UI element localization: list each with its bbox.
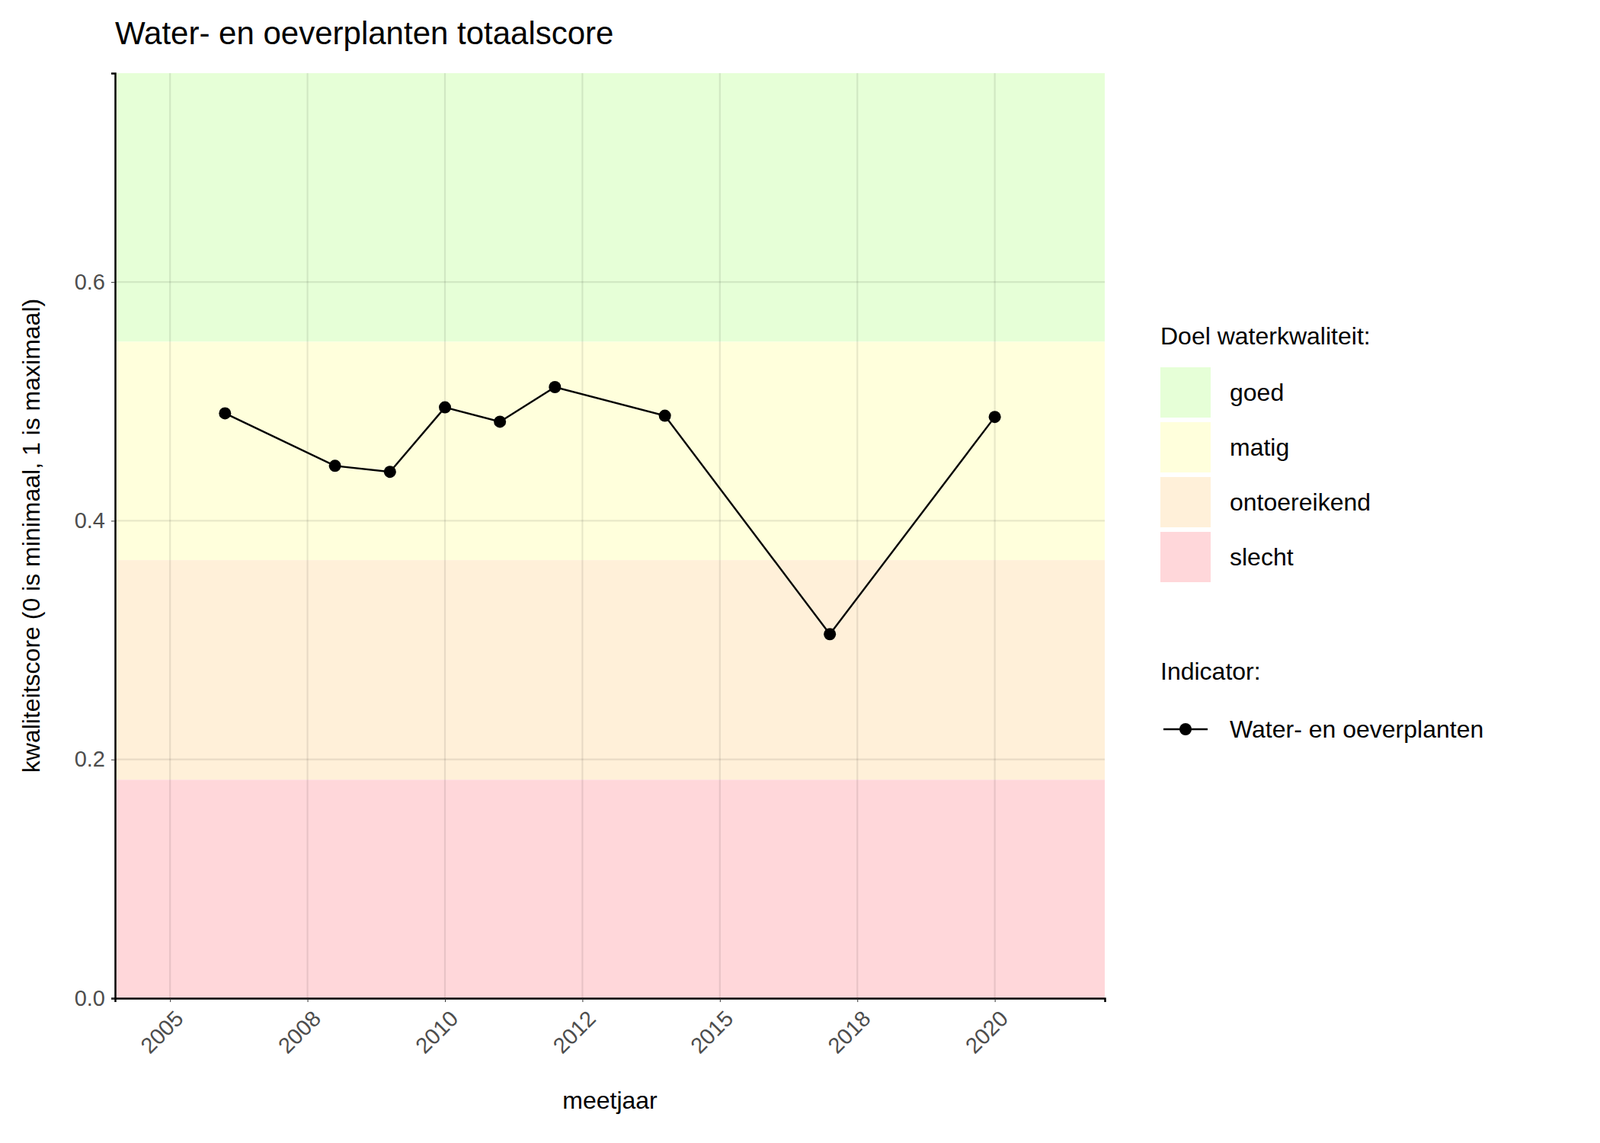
legend-title: Doel waterkwaliteit: xyxy=(1160,322,1371,350)
y-axis-title: kwaliteitscore (0 is minimaal, 1 is maxi… xyxy=(17,298,45,773)
tick: 2020 xyxy=(960,998,1013,1059)
legend-key xyxy=(1160,531,1211,583)
tick: 0.6 xyxy=(74,269,116,295)
grid-line xyxy=(994,73,996,999)
legend-key xyxy=(1160,476,1211,528)
legend-key xyxy=(1160,422,1211,473)
legend-label: ontoereikend xyxy=(1229,488,1371,516)
tick: 2005 xyxy=(135,998,188,1059)
tick-mark xyxy=(857,998,858,1002)
tick: 0.2 xyxy=(74,746,116,772)
legend: Doel waterkwaliteit: goed matig ontoereiken… xyxy=(1160,322,1484,743)
grid xyxy=(115,73,1105,999)
tick-label: 2020 xyxy=(960,1005,1013,1058)
chart: 0.0 0.2 0.4 0.6 2005 2008 2010 2012 2015 2018 2020… xyxy=(0,0,1600,1143)
tick: 0.4 xyxy=(74,508,116,533)
bands xyxy=(115,73,1105,999)
x-axis: 2005 2008 2010 2012 2015 2018 2020 xyxy=(115,998,1106,1059)
data xyxy=(218,380,1001,640)
grid-line xyxy=(719,73,721,999)
legend-label: slecht xyxy=(1229,543,1294,571)
tick-mark xyxy=(169,998,171,1002)
legend-label: goed xyxy=(1229,378,1284,407)
tick-label: 2005 xyxy=(135,1005,188,1058)
title: Water- en oeverplanten totaalscore xyxy=(115,15,614,52)
tick: 2008 xyxy=(273,998,326,1059)
tick-label: 0.2 xyxy=(74,746,106,772)
grid-line xyxy=(306,73,308,999)
point xyxy=(218,406,231,420)
tick-label: 2012 xyxy=(548,1005,601,1058)
axis-line xyxy=(115,998,1106,1003)
grid-line xyxy=(115,281,1105,283)
grid-line xyxy=(856,73,858,999)
x-axis-title: meetjaar xyxy=(562,1086,658,1114)
legend-label: matig xyxy=(1229,433,1290,461)
tick-label: 0.0 xyxy=(74,985,106,1011)
tick-mark xyxy=(307,998,309,1002)
point xyxy=(438,401,452,414)
tick-mark xyxy=(111,759,116,761)
tick-mark xyxy=(444,998,446,1002)
legend-key xyxy=(1179,723,1192,736)
tick-label: 2015 xyxy=(685,1005,738,1058)
tick-mark xyxy=(111,281,116,283)
tick: 0.0 xyxy=(74,985,116,1011)
point xyxy=(823,627,836,640)
tick-mark xyxy=(720,998,721,1002)
tick: 2012 xyxy=(548,998,601,1059)
tick-label: 0.6 xyxy=(74,269,106,295)
grid-line xyxy=(581,73,583,999)
point xyxy=(659,409,672,423)
point xyxy=(384,465,397,478)
axis-line xyxy=(111,73,116,999)
series-line xyxy=(224,387,995,634)
grid-line xyxy=(169,73,171,999)
tick-label: 2018 xyxy=(822,1005,875,1058)
legend-key xyxy=(1160,367,1211,418)
tick-mark xyxy=(582,998,583,1002)
quality-band xyxy=(115,73,1105,342)
quality-band xyxy=(115,560,1105,780)
y-axis: 0.0 0.2 0.4 0.6 xyxy=(74,73,116,1011)
point xyxy=(548,380,561,394)
point xyxy=(329,459,342,472)
tick: 2010 xyxy=(410,998,463,1059)
grid-line xyxy=(115,758,1105,761)
tick-mark xyxy=(111,520,116,522)
point xyxy=(493,415,506,428)
quality-band xyxy=(115,341,1105,560)
grid-line xyxy=(115,519,1105,522)
legend-title: Indicator: xyxy=(1160,657,1261,685)
point xyxy=(988,410,1002,423)
legend-label: Water- en oeverplanten xyxy=(1229,715,1484,743)
tick: 2015 xyxy=(685,998,738,1059)
tick-mark xyxy=(995,998,996,1002)
tick: 2018 xyxy=(822,998,875,1059)
quality-band xyxy=(115,779,1105,999)
grid-line xyxy=(444,73,446,999)
tick-label: 2008 xyxy=(273,1005,326,1058)
tick-label: 2010 xyxy=(410,1005,463,1058)
tick-label: 0.4 xyxy=(74,508,106,533)
